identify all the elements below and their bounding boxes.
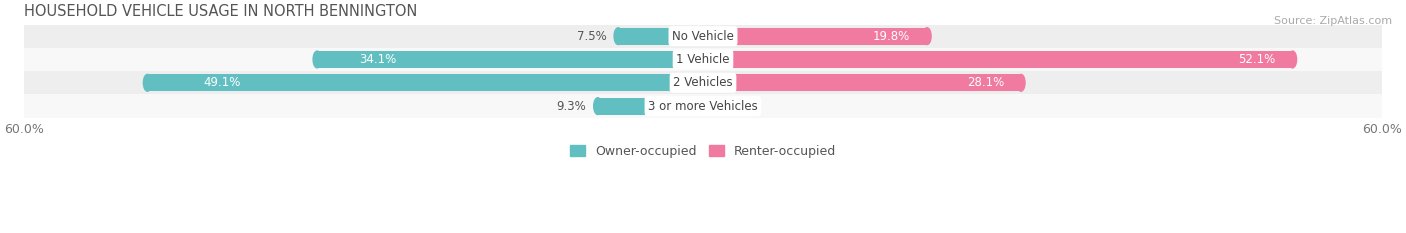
- Text: 0.0%: 0.0%: [714, 100, 744, 113]
- Text: HOUSEHOLD VEHICLE USAGE IN NORTH BENNINGTON: HOUSEHOLD VEHICLE USAGE IN NORTH BENNING…: [24, 4, 418, 19]
- Text: 52.1%: 52.1%: [1239, 53, 1275, 66]
- FancyBboxPatch shape: [24, 24, 1382, 48]
- Text: 2 Vehicles: 2 Vehicles: [673, 76, 733, 89]
- Text: 49.1%: 49.1%: [204, 76, 240, 89]
- Text: 7.5%: 7.5%: [576, 30, 607, 43]
- Bar: [148, 74, 703, 91]
- Circle shape: [1017, 74, 1025, 91]
- Text: 19.8%: 19.8%: [873, 30, 910, 43]
- Text: 3 or more Vehicles: 3 or more Vehicles: [648, 100, 758, 113]
- Circle shape: [922, 28, 931, 45]
- Circle shape: [143, 74, 152, 91]
- Text: No Vehicle: No Vehicle: [672, 30, 734, 43]
- Legend: Owner-occupied, Renter-occupied: Owner-occupied, Renter-occupied: [565, 140, 841, 163]
- Bar: [598, 98, 703, 114]
- Circle shape: [593, 98, 602, 114]
- Circle shape: [314, 51, 321, 68]
- Circle shape: [1288, 51, 1296, 68]
- Circle shape: [614, 28, 623, 45]
- Bar: [703, 51, 1292, 68]
- FancyBboxPatch shape: [24, 71, 1382, 94]
- Bar: [318, 51, 703, 68]
- Bar: [619, 28, 703, 45]
- Text: Source: ZipAtlas.com: Source: ZipAtlas.com: [1274, 16, 1392, 26]
- FancyBboxPatch shape: [24, 94, 1382, 118]
- Text: 28.1%: 28.1%: [967, 76, 1004, 89]
- Text: 1 Vehicle: 1 Vehicle: [676, 53, 730, 66]
- Text: 34.1%: 34.1%: [360, 53, 396, 66]
- FancyBboxPatch shape: [24, 48, 1382, 71]
- Bar: [703, 28, 927, 45]
- Text: 9.3%: 9.3%: [557, 100, 586, 113]
- Bar: [703, 74, 1021, 91]
